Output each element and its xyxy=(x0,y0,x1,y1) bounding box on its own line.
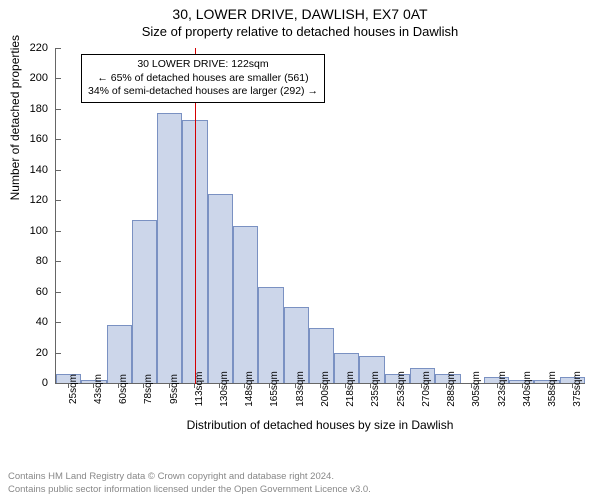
annotation-line: ← 65% of detached houses are smaller (56… xyxy=(88,72,318,86)
bar xyxy=(208,194,233,383)
y-tick: 160 xyxy=(30,133,56,145)
y-tick: 0 xyxy=(42,377,56,389)
y-tick: 220 xyxy=(30,42,56,54)
y-tick: 20 xyxy=(36,347,56,359)
chart-area: 020406080100120140160180200220 30 LOWER … xyxy=(55,48,585,428)
chart-subtitle: Size of property relative to detached ho… xyxy=(0,22,600,39)
y-tick: 80 xyxy=(36,255,56,267)
footer-line: Contains public sector information licen… xyxy=(8,484,371,496)
y-axis-label: Number of detached properties xyxy=(8,35,22,200)
bar xyxy=(258,287,283,383)
x-axis-label: Distribution of detached houses by size … xyxy=(55,418,585,432)
bar xyxy=(132,220,157,383)
bar xyxy=(157,113,182,383)
annotation-line: 30 LOWER DRIVE: 122sqm xyxy=(88,58,318,72)
y-tick: 140 xyxy=(30,164,56,176)
chart-title: 30, LOWER DRIVE, DAWLISH, EX7 0AT xyxy=(0,0,600,22)
annotation-line: 34% of semi-detached houses are larger (… xyxy=(88,85,318,99)
y-tick: 60 xyxy=(36,286,56,298)
y-tick: 120 xyxy=(30,194,56,206)
y-tick: 180 xyxy=(30,103,56,115)
footer-attribution: Contains HM Land Registry data © Crown c… xyxy=(8,471,371,496)
y-tick: 200 xyxy=(30,72,56,84)
footer-line: Contains HM Land Registry data © Crown c… xyxy=(8,471,371,483)
y-tick: 40 xyxy=(36,316,56,328)
annotation-box: 30 LOWER DRIVE: 122sqm ← 65% of detached… xyxy=(81,54,325,103)
y-tick: 100 xyxy=(30,225,56,237)
bar xyxy=(233,226,258,383)
